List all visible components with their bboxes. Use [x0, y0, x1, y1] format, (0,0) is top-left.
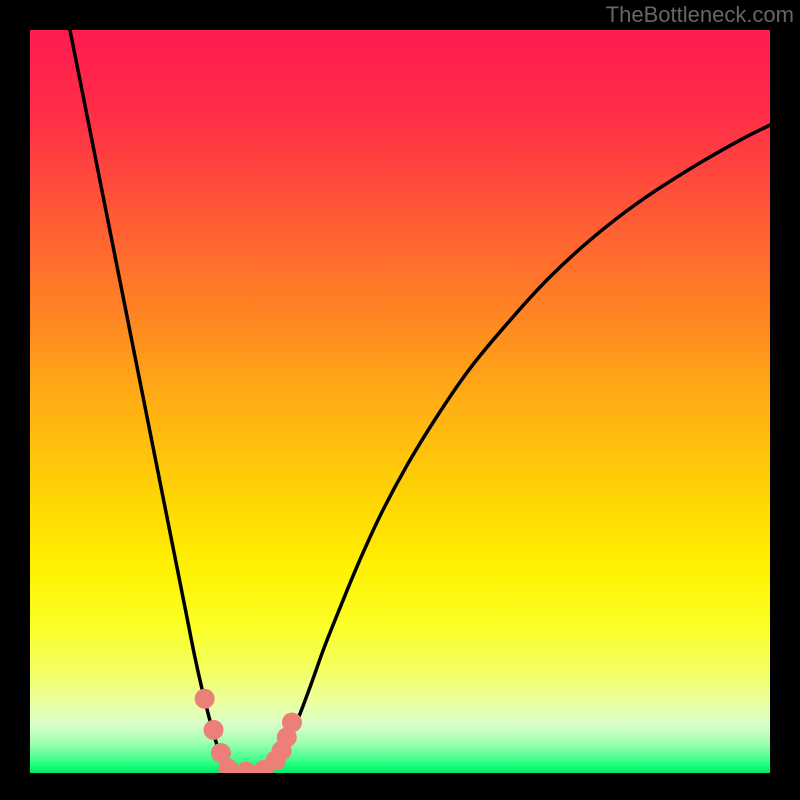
curve-marker: [195, 689, 215, 709]
plot-area: [30, 30, 770, 773]
curve-line: [70, 30, 770, 773]
marker-group: [195, 689, 302, 773]
curve-marker: [236, 762, 256, 773]
curve-marker: [282, 712, 302, 732]
watermark-text: TheBottleneck.com: [606, 2, 794, 28]
bottleneck-curve: [30, 30, 770, 773]
curve-marker: [204, 720, 224, 740]
